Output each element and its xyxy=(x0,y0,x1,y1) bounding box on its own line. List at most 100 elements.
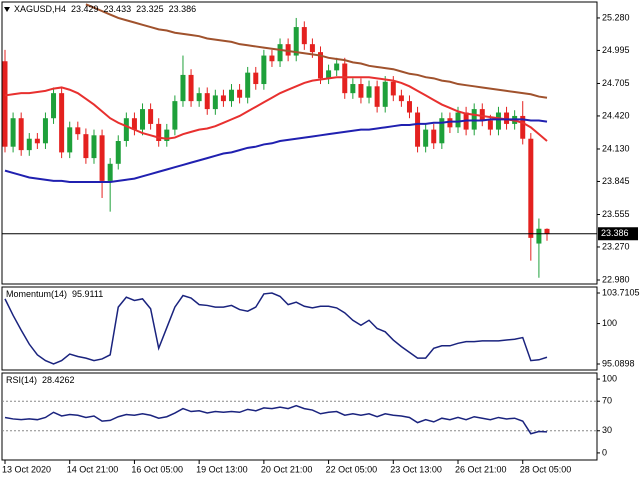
candle-body xyxy=(447,118,453,128)
x-tick-label: 14 Oct 21:00 xyxy=(67,464,119,474)
panel-header: Momentum(14) 95.9111 xyxy=(6,289,103,299)
panel-header: XAGUSD,H4 23.429 23.433 23.325 23.386 xyxy=(14,4,196,14)
candle-body xyxy=(2,61,8,147)
last-price-box xyxy=(598,227,638,241)
candle-body xyxy=(317,52,323,79)
y-tick-label: 23.845 xyxy=(602,176,630,186)
candle-body xyxy=(83,134,89,159)
x-tick-label: 23 Oct 13:00 xyxy=(390,464,442,474)
candle-body xyxy=(75,127,81,135)
candle-body xyxy=(164,129,170,142)
y-tick-label: 95.0898 xyxy=(602,358,635,368)
moving-average xyxy=(4,76,548,142)
candle-body xyxy=(504,112,510,124)
panel-frame xyxy=(1,1,598,285)
candle-body xyxy=(10,118,16,147)
panel-title: Momentum(14) xyxy=(6,289,67,299)
y-tick-label: 23.270 xyxy=(602,241,630,251)
candle-body xyxy=(301,27,307,45)
menu-arrow xyxy=(4,7,10,12)
x-tick-label: 13 Oct 2020 xyxy=(2,464,51,474)
header-value: 23.429 xyxy=(71,4,99,14)
candle-body xyxy=(51,93,57,119)
panel-title: RSI(14) xyxy=(6,375,37,385)
x-tick-label: 26 Oct 21:00 xyxy=(455,464,507,474)
y-tick-label: 0 xyxy=(602,447,607,457)
y-tick-label: 24.420 xyxy=(602,110,630,120)
panel-header: RSI(14) 28.4262 xyxy=(6,375,75,385)
candle-body xyxy=(229,89,235,102)
candle-body xyxy=(148,109,154,124)
y-tick-label: 24.705 xyxy=(602,78,630,88)
candle-body xyxy=(253,72,259,85)
candle-body xyxy=(91,135,97,159)
y-tick-label: 25.280 xyxy=(602,12,630,22)
candle-body xyxy=(123,118,129,142)
candle-body xyxy=(99,135,105,181)
header-value: 28.4262 xyxy=(42,375,75,385)
candle-body xyxy=(439,118,445,144)
last-price-label: 23.386 xyxy=(601,228,629,238)
candle-body xyxy=(423,129,429,147)
x-tick-label: 19 Oct 13:00 xyxy=(196,464,248,474)
candle-body xyxy=(140,109,146,130)
x-tick-label: 20 Oct 21:00 xyxy=(261,464,313,474)
candle-body xyxy=(67,127,73,153)
header-value: 23.325 xyxy=(136,4,164,14)
candle-body xyxy=(131,118,137,130)
candle-body xyxy=(293,27,299,56)
candle-body xyxy=(342,63,348,94)
moving-average xyxy=(4,118,548,184)
indicator-line xyxy=(4,404,548,435)
y-tick-label: 23.555 xyxy=(602,209,630,219)
panel-title: XAGUSD,H4 xyxy=(14,4,66,14)
candle-body xyxy=(196,93,202,102)
candle-body xyxy=(390,81,396,96)
y-tick-label: 100 xyxy=(602,318,617,328)
candle-body xyxy=(536,228,542,244)
header-value: 95.9111 xyxy=(72,289,103,299)
y-tick-label: 24.995 xyxy=(602,45,630,55)
candle-body xyxy=(285,44,291,56)
candle-body xyxy=(406,101,412,113)
candle-body xyxy=(204,93,210,110)
candle-body xyxy=(26,138,32,151)
y-tick-label: 103.7105 xyxy=(602,287,640,297)
candle-body xyxy=(471,109,477,130)
indicator-line xyxy=(4,292,548,365)
candle-body xyxy=(326,70,332,79)
candle-body xyxy=(431,129,437,144)
candle-body xyxy=(18,118,24,151)
candle-body xyxy=(245,72,251,98)
candle-body xyxy=(334,63,340,71)
candle-body xyxy=(398,95,404,102)
candle-body xyxy=(59,93,65,153)
y-tick-label: 70 xyxy=(602,396,612,406)
candle-body xyxy=(156,123,162,142)
candle-body xyxy=(350,84,356,94)
panel-frame xyxy=(1,286,598,371)
header-value: 23.433 xyxy=(104,4,132,14)
y-tick-label: 22.980 xyxy=(602,274,630,284)
x-tick-label: 22 Oct 05:00 xyxy=(326,464,378,474)
candle-body xyxy=(237,89,243,98)
candle-body xyxy=(544,228,550,234)
y-tick-label: 100 xyxy=(602,373,617,383)
candle-body xyxy=(358,84,364,98)
moving-average xyxy=(85,3,548,99)
header-value: 23.386 xyxy=(169,4,197,14)
candle-body xyxy=(415,112,421,147)
candle-body xyxy=(520,115,526,139)
panel-frame xyxy=(1,372,598,461)
candle-body xyxy=(220,95,226,102)
candle-body xyxy=(172,101,178,130)
candle-body xyxy=(366,86,372,98)
candle-body xyxy=(115,141,121,164)
candle-body xyxy=(495,112,501,130)
candle-body xyxy=(374,86,380,107)
candle-body xyxy=(455,112,461,128)
candle-body xyxy=(277,44,283,62)
candle-body xyxy=(188,74,194,102)
